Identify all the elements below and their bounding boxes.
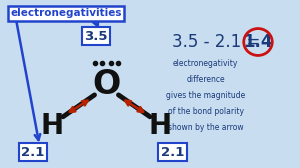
Text: shown by the arrow: shown by the arrow — [168, 123, 243, 132]
Text: of the bond polarity: of the bond polarity — [167, 107, 244, 116]
Text: H: H — [149, 112, 172, 140]
Text: 1.4: 1.4 — [243, 33, 273, 51]
Text: 2.1: 2.1 — [21, 145, 45, 159]
Text: difference: difference — [186, 75, 225, 84]
Text: electronegativity: electronegativity — [173, 59, 238, 68]
Text: electronegativities: electronegativities — [11, 8, 122, 18]
Text: H: H — [41, 112, 64, 140]
Text: 3.5 - 2.1 =: 3.5 - 2.1 = — [172, 33, 266, 51]
Text: 2.1: 2.1 — [161, 145, 184, 159]
Text: gives the magnitude: gives the magnitude — [166, 91, 245, 100]
Text: 3.5: 3.5 — [84, 30, 108, 43]
Text: O: O — [92, 68, 121, 100]
